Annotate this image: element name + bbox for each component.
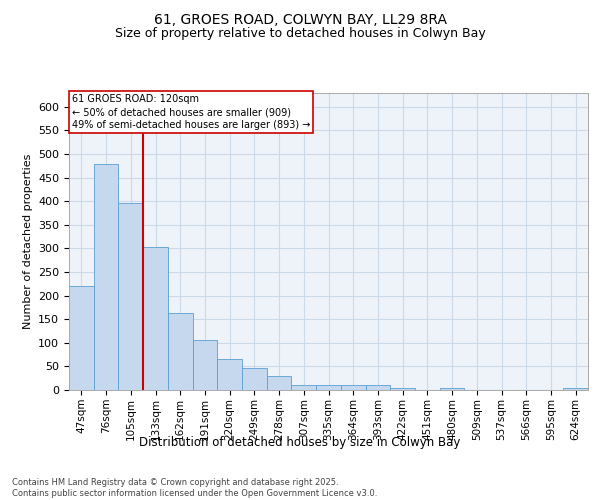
Bar xyxy=(118,204,143,390)
Text: 61, GROES ROAD, COLWYN BAY, LL29 8RA: 61, GROES ROAD, COLWYN BAY, LL29 8RA xyxy=(154,12,446,26)
Bar xyxy=(316,386,341,390)
Bar xyxy=(94,164,118,390)
Bar xyxy=(168,313,193,390)
Y-axis label: Number of detached properties: Number of detached properties xyxy=(23,154,32,329)
Bar xyxy=(341,386,365,390)
Bar xyxy=(69,286,94,390)
Text: Contains HM Land Registry data © Crown copyright and database right 2025.
Contai: Contains HM Land Registry data © Crown c… xyxy=(12,478,377,498)
Bar xyxy=(242,368,267,390)
Bar xyxy=(390,388,415,390)
Bar xyxy=(193,340,217,390)
Bar xyxy=(440,388,464,390)
Text: Size of property relative to detached houses in Colwyn Bay: Size of property relative to detached ho… xyxy=(115,28,485,40)
Bar xyxy=(267,376,292,390)
Bar xyxy=(563,388,588,390)
Bar xyxy=(143,248,168,390)
Text: Distribution of detached houses by size in Colwyn Bay: Distribution of detached houses by size … xyxy=(139,436,461,449)
Bar xyxy=(365,386,390,390)
Bar xyxy=(217,360,242,390)
Bar xyxy=(292,386,316,390)
Text: 61 GROES ROAD: 120sqm
← 50% of detached houses are smaller (909)
49% of semi-det: 61 GROES ROAD: 120sqm ← 50% of detached … xyxy=(71,94,310,130)
